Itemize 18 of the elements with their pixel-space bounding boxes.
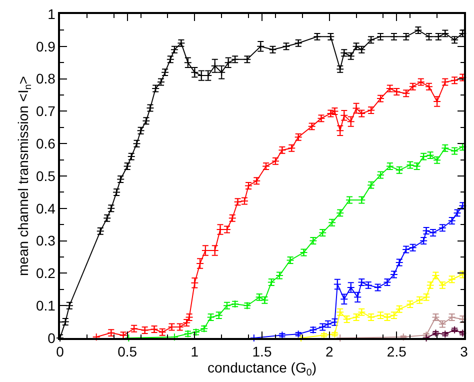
x-tick-label: 3	[460, 344, 468, 360]
y-tick-label: 0.5	[36, 168, 56, 184]
x-tick-label: 1.5	[252, 344, 272, 360]
y-tick-label: 0.9	[36, 38, 56, 54]
x-tick-label: 2	[325, 344, 334, 360]
y-tick-label: 0.6	[36, 136, 56, 152]
x-tick-label: 0.5	[118, 344, 138, 360]
y-tick-label: 0.7	[36, 103, 56, 120]
y-tick-label: 0.4	[36, 200, 56, 216]
y-tick-label: 0	[48, 330, 56, 346]
y-tick-label: 0.1	[36, 298, 56, 314]
y-tick-label: 0.3	[36, 232, 56, 249]
x-axis-title: conductance (G$_{0}$)	[208, 360, 316, 378]
y-tick-label: 0.2	[36, 265, 56, 282]
y-tick-label: 0.8	[36, 70, 56, 87]
y-tick-label: 1	[48, 6, 56, 22]
x-tick-label: 1	[190, 344, 199, 360]
x-tick-label: 2.5	[386, 344, 407, 360]
